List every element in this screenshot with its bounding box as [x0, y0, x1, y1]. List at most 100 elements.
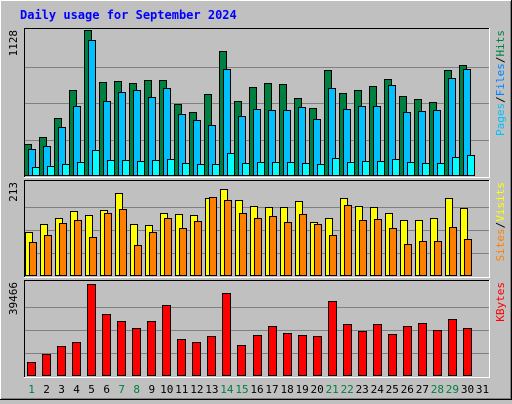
- bar-sites-day-11: [179, 228, 187, 276]
- bar-sites-day-25: [389, 228, 397, 276]
- bar-pages-day-30: [467, 155, 475, 176]
- axis-legend-pages-files-hits: Pages/Files/Hits: [494, 30, 507, 136]
- bar-kbytes-day-17: [268, 326, 277, 376]
- x-label-day-29: 29: [446, 383, 459, 396]
- bar-kbytes-day-24: [373, 324, 382, 376]
- bar-sites-day-4: [74, 220, 82, 276]
- bar-sites-day-15: [239, 213, 247, 276]
- x-label-day-14: 14: [220, 383, 234, 396]
- bar-sites-day-16: [254, 218, 262, 276]
- bar-pages-day-12: [197, 164, 205, 176]
- bar-kbytes-day-14: [222, 293, 231, 376]
- x-label-day-8: 8: [133, 383, 140, 396]
- bar-sites-day-5: [89, 237, 97, 276]
- x-label-day-30: 30: [461, 383, 474, 396]
- axis-legend-item-0: Sites: [494, 228, 507, 261]
- x-label-day-17: 17: [265, 383, 278, 396]
- axis-legend-item-2: Files: [494, 63, 507, 96]
- bar-sites-day-17: [269, 216, 277, 276]
- bar-sites-day-23: [359, 220, 367, 276]
- x-label-day-24: 24: [371, 383, 385, 396]
- bar-kbytes-day-22: [343, 324, 352, 376]
- y-max-label-kbytes: 39466: [7, 282, 20, 315]
- x-label-day-11: 11: [175, 383, 188, 396]
- bar-pages-day-21: [332, 158, 340, 176]
- bar-kbytes-day-16: [253, 335, 262, 376]
- bar-sites-day-21: [329, 235, 337, 276]
- bar-kbytes-day-5: [87, 284, 96, 376]
- bar-sites-day-13: [209, 197, 217, 276]
- x-label-day-16: 16: [250, 383, 263, 396]
- bar-pages-day-5: [92, 150, 100, 176]
- bar-sites-day-19: [299, 214, 307, 276]
- x-label-day-7: 7: [118, 383, 125, 396]
- x-label-day-9: 9: [148, 383, 155, 396]
- bar-kbytes-day-18: [283, 333, 292, 376]
- bar-sites-day-22: [344, 205, 352, 276]
- bar-sites-day-1: [29, 242, 37, 276]
- y-max-label-pages-files-hits: 1128: [7, 30, 20, 57]
- bar-pages-day-3: [62, 164, 70, 176]
- x-label-day-27: 27: [416, 383, 429, 396]
- bar-kbytes-day-30: [463, 328, 472, 376]
- panel-pages-files-hits: 1128 Pages/Files/Hits: [7, 28, 507, 178]
- x-label-day-31: 31: [476, 383, 489, 396]
- bar-kbytes-day-1: [27, 362, 36, 376]
- x-label-day-19: 19: [295, 383, 308, 396]
- axis-legend-item-3: /: [494, 57, 507, 64]
- bar-pages-day-9: [152, 160, 160, 176]
- x-label-day-10: 10: [160, 383, 173, 396]
- bar-pages-day-1: [32, 167, 40, 176]
- x-label-day-3: 3: [58, 383, 65, 396]
- bar-pages-day-26: [407, 162, 415, 176]
- bar-kbytes-day-9: [147, 321, 156, 376]
- chart-title: Daily usage for September 2024: [20, 8, 237, 22]
- bar-sites-day-24: [374, 219, 382, 276]
- bar-kbytes-day-13: [207, 336, 216, 376]
- bar-kbytes-day-26: [403, 326, 412, 376]
- bar-sites-day-6: [104, 213, 112, 276]
- bar-kbytes-day-20: [313, 336, 322, 376]
- bar-pages-day-11: [182, 163, 190, 176]
- x-label-day-5: 5: [88, 383, 95, 396]
- x-label-day-2: 2: [43, 383, 50, 396]
- bar-pages-day-22: [347, 162, 355, 176]
- bar-sites-day-2: [44, 235, 52, 276]
- x-label-day-22: 22: [341, 383, 354, 396]
- bar-kbytes-day-19: [298, 335, 307, 376]
- axis-legend-item-4: Hits: [494, 30, 507, 57]
- bar-pages-day-4: [77, 162, 85, 176]
- bar-pages-day-16: [257, 162, 265, 176]
- bar-kbytes-day-11: [177, 339, 186, 376]
- bar-kbytes-day-25: [388, 334, 397, 376]
- bar-pages-day-25: [392, 159, 400, 176]
- axis-legend-kbytes: KBytes: [494, 282, 507, 322]
- chart-panels: 1128Pages/Files/Hits213Sites/Visits39466…: [7, 28, 507, 378]
- bar-sites-day-20: [314, 224, 322, 276]
- bar-kbytes-day-29: [448, 319, 457, 376]
- bar-pages-day-13: [212, 164, 220, 176]
- bar-pages-day-10: [167, 159, 175, 176]
- bar-sites-day-18: [284, 222, 292, 276]
- bar-kbytes-day-23: [358, 331, 367, 376]
- bar-pages-day-17: [272, 162, 280, 176]
- bar-sites-day-29: [449, 227, 457, 276]
- axis-legend-item-1: /: [494, 96, 507, 103]
- bar-sites-day-26: [404, 244, 412, 276]
- bar-sites-day-12: [194, 221, 202, 276]
- bar-pages-day-28: [437, 163, 445, 176]
- bar-pages-day-24: [377, 161, 385, 176]
- bar-kbytes-day-15: [237, 345, 246, 376]
- x-label-day-26: 26: [401, 383, 414, 396]
- x-label-day-4: 4: [73, 383, 80, 396]
- x-axis-labels: 1 2 3 4 5 6 7 8 9 10 11 12 13 14 15 16 17 18 19 20 21 22 23 24 2…: [28, 383, 489, 396]
- bar-pages-day-6: [107, 160, 115, 176]
- bar-kbytes-day-12: [192, 342, 201, 376]
- y-max-label-sites-visits: 213: [7, 182, 20, 202]
- panel-kbytes: 39466 KBytes: [7, 280, 507, 378]
- bar-kbytes-day-8: [132, 328, 141, 376]
- bar-pages-day-14: [227, 153, 235, 176]
- bar-pages-day-27: [422, 163, 430, 176]
- bar-sites-day-30: [464, 239, 472, 276]
